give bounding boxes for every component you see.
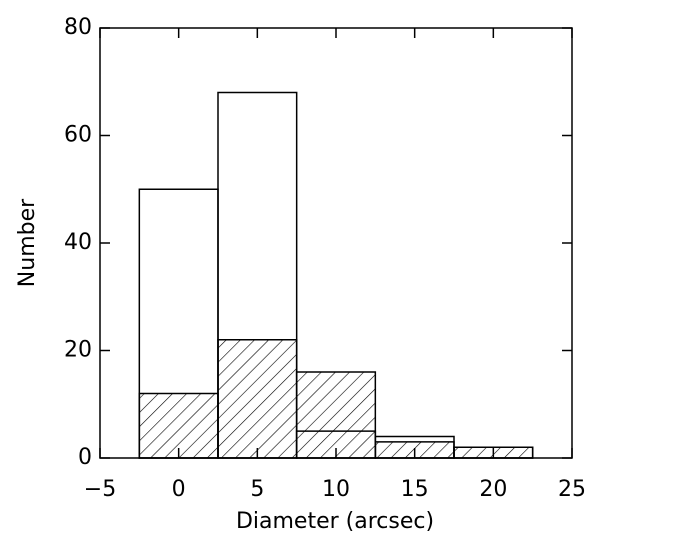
x-tick-label: 20 bbox=[479, 477, 507, 502]
x-tick-label: 15 bbox=[401, 477, 429, 502]
x-tick-label: 0 bbox=[172, 477, 186, 502]
x-tick-label: −5 bbox=[84, 477, 116, 502]
x-tick-label: 5 bbox=[250, 477, 264, 502]
histogram-bar bbox=[295, 371, 377, 459]
y-tick-label: 20 bbox=[64, 338, 92, 363]
y-axis-label: Number bbox=[15, 198, 40, 287]
y-tick-label: 40 bbox=[64, 230, 92, 255]
y-tick-label: 0 bbox=[78, 445, 92, 470]
y-tick-label: 80 bbox=[64, 15, 92, 40]
y-tick-label: 60 bbox=[64, 123, 92, 148]
x-axis-label: Diameter (arcsec) bbox=[236, 509, 434, 534]
x-tick-label: 25 bbox=[558, 477, 586, 502]
histogram-bar bbox=[217, 339, 298, 459]
x-tick-label: 10 bbox=[322, 477, 350, 502]
